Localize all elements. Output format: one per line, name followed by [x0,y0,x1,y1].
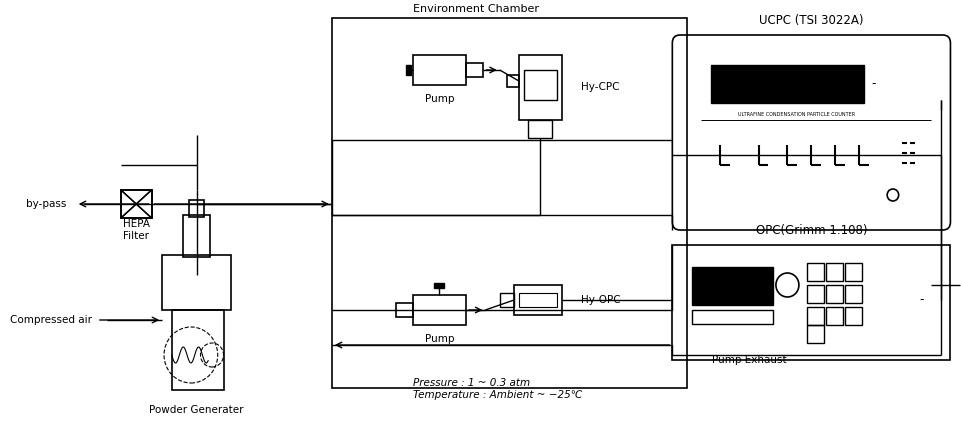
Bar [466,63,483,77]
Text: ULTRAFINE CONDENSATION PARTICLE COUNTER: ULTRAFINE CONDENSATION PARTICLE COUNTER [738,112,855,118]
Text: by-pass: by-pass [26,199,66,209]
Text: UCPC (TSI 3022A): UCPC (TSI 3022A) [759,14,864,27]
Bar [396,303,413,317]
Bar [529,120,553,138]
Bar [692,267,773,305]
Bar [806,307,824,325]
Text: OPC(Grimm 1.108): OPC(Grimm 1.108) [755,224,867,237]
Bar [500,293,514,307]
Bar [845,263,862,281]
Bar [806,285,824,303]
Bar [121,190,152,218]
Text: HEPA
Filter: HEPA Filter [123,219,150,241]
Bar [519,55,562,120]
Bar [845,307,862,325]
Bar [189,200,205,217]
Bar [413,295,466,325]
Bar [825,263,843,281]
Bar [121,190,152,218]
Bar [413,55,466,85]
Text: Pressure : 1 ~ 0.3 atm
Temperature : Ambient ~ −25℃: Pressure : 1 ~ 0.3 atm Temperature : Amb… [413,378,582,400]
Text: -: - [872,78,876,90]
Bar [825,307,843,325]
Text: Powder Generater: Powder Generater [149,405,244,415]
Bar [711,65,864,103]
Bar [184,215,210,257]
Bar [406,65,410,75]
Text: Hy-CPC: Hy-CPC [581,82,620,92]
Bar [692,310,773,324]
Text: Hy-OPC: Hy-OPC [581,295,621,305]
Text: Pump: Pump [425,94,454,104]
Bar [673,245,950,360]
Text: Pump: Pump [425,334,454,344]
Text: Pump Exhaust: Pump Exhaust [712,355,786,365]
Bar [825,285,843,303]
Text: Environment Chamber: Environment Chamber [413,4,539,14]
Bar [514,285,562,315]
Bar [806,325,824,343]
Bar [806,263,824,281]
Bar [162,255,232,310]
Bar [172,310,225,390]
Bar [434,283,444,288]
Text: Compressed air: Compressed air [11,315,92,325]
Bar [524,70,557,100]
Bar [519,293,557,307]
Bar [845,285,862,303]
Bar [507,75,519,87]
Bar [332,18,687,388]
Text: -: - [920,294,924,306]
